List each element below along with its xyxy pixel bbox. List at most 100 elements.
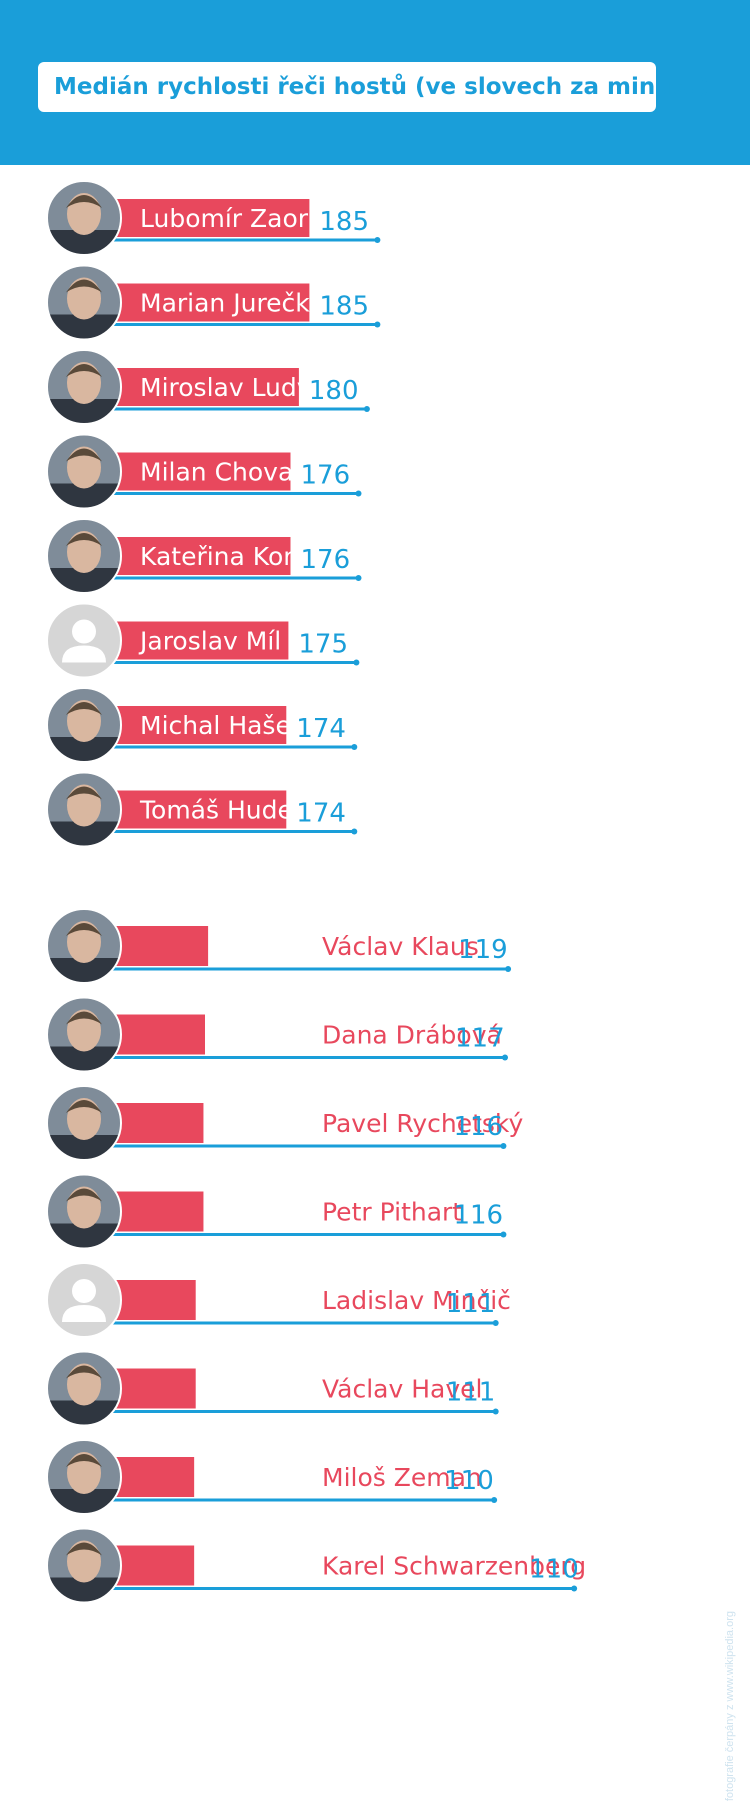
avatar-ring xyxy=(46,349,122,425)
baseline-end-dot xyxy=(571,1585,578,1592)
value-label: 174 xyxy=(296,714,346,744)
avatar-ring xyxy=(46,996,122,1073)
avatar-placeholder-icon xyxy=(47,1263,121,1337)
baseline-end-dot xyxy=(491,1497,498,1503)
baseline-end-dot xyxy=(500,1231,507,1238)
avatar-photo xyxy=(47,519,121,593)
value-label: 176 xyxy=(301,461,351,491)
avatar-ring xyxy=(46,1262,122,1338)
value-label: 110 xyxy=(529,1555,579,1585)
avatar-photo xyxy=(47,772,121,847)
person-name-label: Ladislav Minčič xyxy=(322,1286,511,1315)
avatar-ring xyxy=(46,180,122,256)
avatar-ring xyxy=(46,687,122,763)
avatar-photo xyxy=(47,434,121,509)
bar xyxy=(112,1280,196,1320)
baseline-end-dot xyxy=(374,237,381,243)
avatar-ring xyxy=(46,771,122,848)
baseline-end-dot xyxy=(492,1408,499,1415)
person-name-label: Jaroslav Míl xyxy=(138,627,281,656)
avatar-ring xyxy=(46,433,122,510)
avatar-ring xyxy=(46,1173,122,1250)
value-label: 175 xyxy=(298,630,348,660)
bar xyxy=(112,283,310,322)
bar xyxy=(112,1191,204,1232)
avatar-ring xyxy=(46,1350,122,1427)
baseline-end-dot xyxy=(505,966,512,972)
header-banner: Medián rychlosti řeči hostů (ve slovech … xyxy=(0,0,750,165)
avatar-photo xyxy=(47,997,121,1072)
avatar-photo xyxy=(47,350,121,424)
person-name-label: Václav Havel xyxy=(322,1375,482,1404)
value-label: 180 xyxy=(309,376,359,406)
avatar-ring xyxy=(46,1527,122,1604)
baseline-end-dot xyxy=(500,1143,507,1149)
bar xyxy=(112,1457,195,1497)
person-name-label: Petr Pithart xyxy=(322,1198,462,1227)
person-name-label: Tomáš Hudeček xyxy=(139,796,337,825)
value-label: 116 xyxy=(453,1201,503,1231)
baseline-end-dot xyxy=(355,575,362,581)
value-label: 185 xyxy=(319,292,369,322)
chart-row: Jaroslav Míl 175 xyxy=(46,602,360,679)
chart-title: Medián rychlosti řeči hostů (ve slovech … xyxy=(54,74,710,100)
photo-credit: fotografie čerpány z www.wikipedia.org xyxy=(724,1611,736,1801)
value-label: 116 xyxy=(453,1112,503,1142)
avatar-photo xyxy=(47,1351,121,1426)
person-name-label: Dana Drábová xyxy=(322,1021,502,1050)
person-name-label: Václav Klaus xyxy=(322,932,479,961)
value-label: 174 xyxy=(296,799,346,829)
baseline-end-dot xyxy=(351,828,358,835)
bar xyxy=(112,926,209,966)
person-name-label: Pavel Rychetský xyxy=(322,1109,524,1138)
title-box: Medián rychlosti řeči hostů (ve slovech … xyxy=(38,62,710,112)
person-name-label: Marian Jurečka xyxy=(140,289,325,318)
value-label: 185 xyxy=(319,207,369,237)
avatar-photo xyxy=(47,265,121,340)
avatar-ring xyxy=(46,264,122,341)
baseline-end-dot xyxy=(363,406,370,412)
bar xyxy=(112,706,287,744)
person-name-label: Kateřina Konečná xyxy=(140,542,359,571)
avatar-photo xyxy=(47,909,121,983)
person-name-label: Michal Hašek xyxy=(140,711,306,740)
bar xyxy=(112,1368,196,1409)
person-name-label: Miroslav Ludvík xyxy=(140,373,334,402)
avatar-photo xyxy=(47,1086,121,1160)
baseline-end-dot xyxy=(355,490,362,497)
avatar-photo xyxy=(47,1174,121,1249)
bar xyxy=(112,368,299,406)
avatar-placeholder-icon xyxy=(47,603,121,678)
avatar-photo xyxy=(47,1440,121,1514)
person-name-label: Karel Schwarzenberg xyxy=(322,1552,586,1581)
value-label: 176 xyxy=(301,545,351,575)
bar xyxy=(112,621,289,660)
avatar-ring xyxy=(46,602,122,679)
baseline-end-dot xyxy=(502,1054,508,1061)
bar xyxy=(112,452,291,491)
person-name-label: Lubomír Zaorálek xyxy=(140,204,361,233)
avatar-photo xyxy=(47,181,121,255)
bar xyxy=(112,199,310,237)
value-label: 119 xyxy=(458,935,508,965)
avatar-ring xyxy=(46,518,122,594)
baseline-end-dot xyxy=(492,1320,499,1326)
bar xyxy=(112,1103,204,1143)
person-name-label: Miloš Zeman xyxy=(322,1463,482,1492)
baseline-end-dot xyxy=(353,659,360,666)
baseline-end-dot xyxy=(351,744,358,750)
